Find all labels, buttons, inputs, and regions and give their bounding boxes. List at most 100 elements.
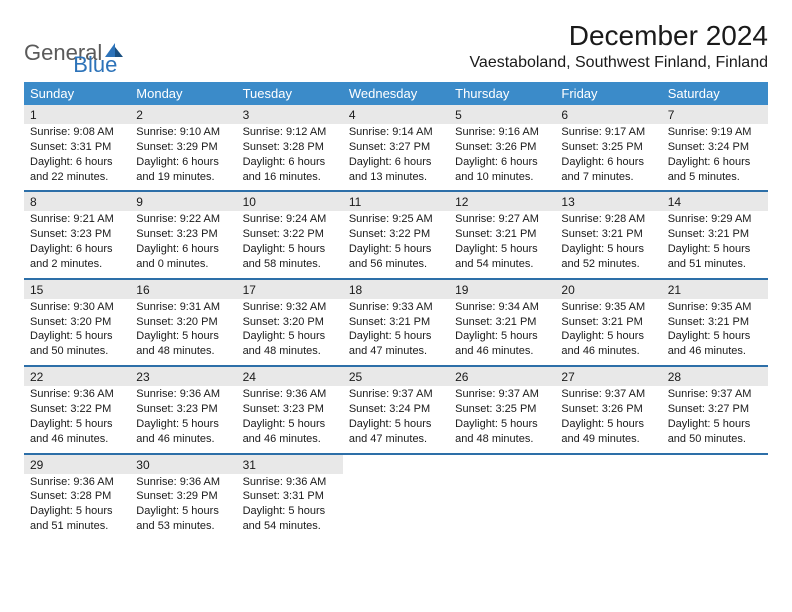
daylight-text: Daylight: 5 hours and 46 minutes. [136,417,230,447]
daylight-text: Daylight: 6 hours and 16 minutes. [243,155,337,185]
detail-cell: Sunrise: 9:21 AMSunset: 3:23 PMDaylight:… [24,211,130,278]
daylight-text: Daylight: 6 hours and 5 minutes. [668,155,762,185]
sunset-text: Sunset: 3:22 PM [349,227,443,242]
date-cell: 5 [449,105,555,124]
detail-row: Sunrise: 9:36 AMSunset: 3:28 PMDaylight:… [24,474,768,540]
sunset-text: Sunset: 3:21 PM [561,227,655,242]
sunrise-text: Sunrise: 9:35 AM [668,300,762,315]
sunset-text: Sunset: 3:22 PM [243,227,337,242]
daylight-text: Daylight: 5 hours and 50 minutes. [30,329,124,359]
sunrise-text: Sunrise: 9:17 AM [561,125,655,140]
date-cell: 7 [662,105,768,124]
sunset-text: Sunset: 3:28 PM [243,140,337,155]
header: General Blue December 2024 Vaestaboland,… [24,20,768,78]
detail-cell: Sunrise: 9:37 AMSunset: 3:26 PMDaylight:… [555,386,661,453]
sunrise-text: Sunrise: 9:29 AM [668,212,762,227]
sunrise-text: Sunrise: 9:31 AM [136,300,230,315]
sunset-text: Sunset: 3:24 PM [349,402,443,417]
daylight-text: Daylight: 5 hours and 51 minutes. [30,504,124,534]
day-header-row: SundayMondayTuesdayWednesdayThursdayFrid… [24,82,768,105]
sunset-text: Sunset: 3:23 PM [136,227,230,242]
detail-cell: Sunrise: 9:36 AMSunset: 3:22 PMDaylight:… [24,386,130,453]
sunrise-text: Sunrise: 9:37 AM [561,387,655,402]
detail-cell [662,474,768,540]
date-cell: 28 [662,367,768,386]
detail-row: Sunrise: 9:30 AMSunset: 3:20 PMDaylight:… [24,299,768,366]
detail-cell: Sunrise: 9:30 AMSunset: 3:20 PMDaylight:… [24,299,130,366]
sunset-text: Sunset: 3:21 PM [668,315,762,330]
detail-row: Sunrise: 9:36 AMSunset: 3:22 PMDaylight:… [24,386,768,453]
sunrise-text: Sunrise: 9:30 AM [30,300,124,315]
detail-cell: Sunrise: 9:08 AMSunset: 3:31 PMDaylight:… [24,124,130,191]
logo-text-blue: Blue [73,52,117,78]
date-cell: 27 [555,367,661,386]
detail-cell: Sunrise: 9:22 AMSunset: 3:23 PMDaylight:… [130,211,236,278]
date-cell [662,455,768,474]
sunset-text: Sunset: 3:27 PM [349,140,443,155]
sunset-text: Sunset: 3:29 PM [136,140,230,155]
detail-cell: Sunrise: 9:37 AMSunset: 3:24 PMDaylight:… [343,386,449,453]
daylight-text: Daylight: 6 hours and 7 minutes. [561,155,655,185]
day-header: Sunday [24,82,130,105]
detail-cell: Sunrise: 9:25 AMSunset: 3:22 PMDaylight:… [343,211,449,278]
daylight-text: Daylight: 5 hours and 48 minutes. [243,329,337,359]
detail-cell: Sunrise: 9:35 AMSunset: 3:21 PMDaylight:… [555,299,661,366]
detail-cell: Sunrise: 9:37 AMSunset: 3:27 PMDaylight:… [662,386,768,453]
daylight-text: Daylight: 5 hours and 47 minutes. [349,329,443,359]
sunset-text: Sunset: 3:20 PM [30,315,124,330]
sunrise-text: Sunrise: 9:36 AM [30,387,124,402]
detail-cell [449,474,555,540]
date-cell [555,455,661,474]
detail-cell: Sunrise: 9:34 AMSunset: 3:21 PMDaylight:… [449,299,555,366]
daylight-text: Daylight: 5 hours and 53 minutes. [136,504,230,534]
sunset-text: Sunset: 3:31 PM [243,489,337,504]
sunrise-text: Sunrise: 9:21 AM [30,212,124,227]
sunrise-text: Sunrise: 9:32 AM [243,300,337,315]
daylight-text: Daylight: 5 hours and 48 minutes. [455,417,549,447]
detail-cell: Sunrise: 9:36 AMSunset: 3:23 PMDaylight:… [237,386,343,453]
date-cell: 30 [130,455,236,474]
date-cell: 24 [237,367,343,386]
daylight-text: Daylight: 5 hours and 46 minutes. [455,329,549,359]
sunset-text: Sunset: 3:29 PM [136,489,230,504]
date-cell: 18 [343,280,449,299]
sunrise-text: Sunrise: 9:25 AM [349,212,443,227]
detail-cell: Sunrise: 9:36 AMSunset: 3:23 PMDaylight:… [130,386,236,453]
date-cell: 23 [130,367,236,386]
sunset-text: Sunset: 3:26 PM [455,140,549,155]
sunrise-text: Sunrise: 9:36 AM [243,387,337,402]
daylight-text: Daylight: 5 hours and 54 minutes. [243,504,337,534]
date-cell: 16 [130,280,236,299]
sunset-text: Sunset: 3:21 PM [561,315,655,330]
detail-cell: Sunrise: 9:17 AMSunset: 3:25 PMDaylight:… [555,124,661,191]
sunrise-text: Sunrise: 9:08 AM [30,125,124,140]
daylight-text: Daylight: 5 hours and 46 minutes. [668,329,762,359]
daylight-text: Daylight: 5 hours and 50 minutes. [668,417,762,447]
sunset-text: Sunset: 3:24 PM [668,140,762,155]
detail-cell [343,474,449,540]
day-header: Monday [130,82,236,105]
date-cell: 29 [24,455,130,474]
daylight-text: Daylight: 6 hours and 10 minutes. [455,155,549,185]
date-row: 293031 [24,455,768,474]
sunset-text: Sunset: 3:25 PM [561,140,655,155]
date-cell: 14 [662,192,768,211]
date-cell: 17 [237,280,343,299]
date-cell [343,455,449,474]
detail-cell: Sunrise: 9:36 AMSunset: 3:29 PMDaylight:… [130,474,236,540]
detail-cell: Sunrise: 9:31 AMSunset: 3:20 PMDaylight:… [130,299,236,366]
detail-cell: Sunrise: 9:29 AMSunset: 3:21 PMDaylight:… [662,211,768,278]
date-cell: 2 [130,105,236,124]
sunset-text: Sunset: 3:22 PM [30,402,124,417]
date-cell: 26 [449,367,555,386]
daylight-text: Daylight: 6 hours and 2 minutes. [30,242,124,272]
sunset-text: Sunset: 3:28 PM [30,489,124,504]
sunrise-text: Sunrise: 9:10 AM [136,125,230,140]
sunrise-text: Sunrise: 9:19 AM [668,125,762,140]
date-row: 15161718192021 [24,280,768,299]
detail-cell: Sunrise: 9:12 AMSunset: 3:28 PMDaylight:… [237,124,343,191]
date-cell: 13 [555,192,661,211]
sunset-text: Sunset: 3:21 PM [455,315,549,330]
date-cell: 15 [24,280,130,299]
day-header: Tuesday [237,82,343,105]
